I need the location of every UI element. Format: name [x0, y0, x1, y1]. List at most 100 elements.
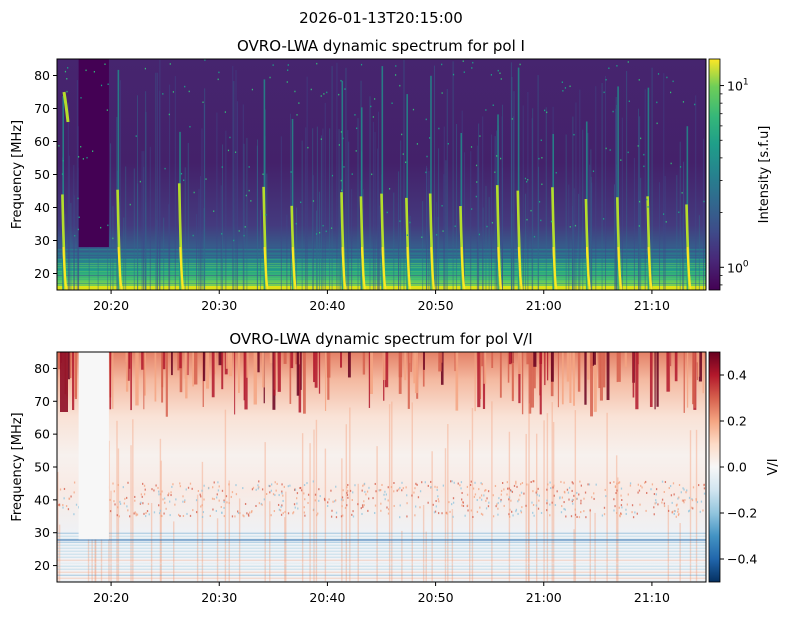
- speckle: [441, 205, 443, 207]
- polarization-streak: [173, 521, 175, 582]
- speckle: [540, 219, 542, 222]
- speckle: [374, 482, 376, 485]
- polarization-streak: [617, 477, 619, 582]
- speckle: [471, 67, 473, 69]
- speckle: [661, 480, 664, 483]
- speckle: [399, 84, 401, 87]
- speckle: [340, 498, 343, 501]
- heatmap-fibre: [331, 66, 333, 290]
- speckle: [119, 500, 121, 503]
- polarization-streak: [695, 352, 698, 363]
- polarization-streak: [656, 352, 659, 407]
- speckle: [550, 487, 552, 490]
- polarization-streak: [599, 352, 603, 401]
- heatmap-fibre: [470, 151, 472, 290]
- speckle: [289, 484, 291, 487]
- speckle: [436, 489, 438, 492]
- speckle: [140, 501, 142, 504]
- polarization-streak: [584, 352, 587, 405]
- speckle: [318, 488, 320, 491]
- heatmap-fibre: [73, 195, 75, 290]
- speckle: [576, 491, 578, 494]
- speckle: [218, 71, 220, 74]
- speckle: [330, 227, 333, 229]
- speckle: [360, 507, 362, 510]
- speckle: [621, 506, 623, 509]
- heatmap-fibre: [545, 107, 547, 290]
- speckle: [406, 494, 408, 497]
- y-axis: 20 30 40 50 60 70 80: [34, 68, 57, 281]
- polarization-streak: [407, 352, 410, 409]
- speckle: [338, 93, 340, 96]
- speckle: [647, 206, 649, 208]
- heatmap-fibre: [565, 134, 567, 290]
- speckle: [316, 62, 318, 65]
- burst-stripe: [341, 80, 344, 290]
- speckle: [481, 513, 484, 516]
- speckle: [183, 179, 185, 182]
- heatmap-fibre: [485, 185, 487, 290]
- speckle: [466, 493, 469, 496]
- speckle: [393, 482, 395, 485]
- speckle: [300, 486, 302, 489]
- speckle: [699, 510, 701, 513]
- heatmap-fibre: [683, 161, 685, 290]
- heatmap-fibre: [246, 137, 248, 290]
- heatmap-fibre: [582, 129, 584, 290]
- speckle: [650, 488, 652, 491]
- polarization-streak: [185, 352, 188, 399]
- polarization-streak: [362, 352, 366, 375]
- polarization-streak: [67, 352, 70, 380]
- polarization-streak: [454, 352, 457, 372]
- speckle: [427, 484, 429, 487]
- speckle: [616, 65, 618, 67]
- speckle: [538, 494, 540, 497]
- x-tick-label: 20:20: [93, 590, 129, 605]
- polarization-streak: [257, 352, 260, 373]
- speckle: [228, 483, 230, 486]
- speckle: [603, 513, 606, 516]
- speckle: [346, 493, 349, 496]
- speckle: [672, 510, 674, 513]
- heatmap-fibre: [315, 210, 317, 290]
- speckle: [237, 510, 239, 513]
- speckle: [235, 484, 237, 487]
- speckle: [192, 509, 194, 512]
- polarization-streak: [161, 352, 164, 403]
- speckle: [661, 498, 664, 501]
- heatmap-stripe: [57, 538, 706, 540]
- colorbar-tick-label: −0.4: [727, 552, 757, 567]
- speckle: [604, 488, 606, 491]
- y-tick-label: 30: [34, 525, 50, 540]
- heatmap-stripe: [57, 574, 706, 576]
- speckle: [318, 231, 321, 234]
- speckle: [223, 499, 225, 502]
- speckle: [361, 489, 363, 492]
- polarization-streak: [144, 352, 146, 396]
- speckle: [380, 509, 382, 512]
- speckle: [497, 69, 499, 72]
- burst-core: [62, 247, 68, 290]
- speckle: [445, 511, 447, 514]
- speckle: [460, 481, 463, 484]
- speckle: [283, 485, 285, 488]
- speckle: [200, 495, 202, 498]
- speckle: [136, 513, 139, 516]
- speckle: [284, 510, 286, 513]
- speckle: [412, 108, 415, 111]
- polarization-streak: [318, 352, 321, 394]
- speckle: [645, 509, 647, 512]
- speckle: [437, 512, 440, 515]
- speckle: [235, 493, 238, 496]
- colorbar-tick-label: 0.2: [727, 414, 747, 429]
- colorbar-label: Intensity [s.f.u]: [757, 126, 772, 224]
- speckle: [585, 516, 587, 519]
- burst-core: [117, 247, 123, 290]
- speckle: [435, 500, 437, 503]
- speckle: [668, 487, 670, 490]
- heatmap-fibre: [67, 102, 69, 290]
- heatmap-stripe: [57, 556, 706, 558]
- heatmap-fibre: [322, 128, 324, 290]
- heatmap-stripe: [57, 559, 706, 561]
- speckle: [627, 493, 629, 496]
